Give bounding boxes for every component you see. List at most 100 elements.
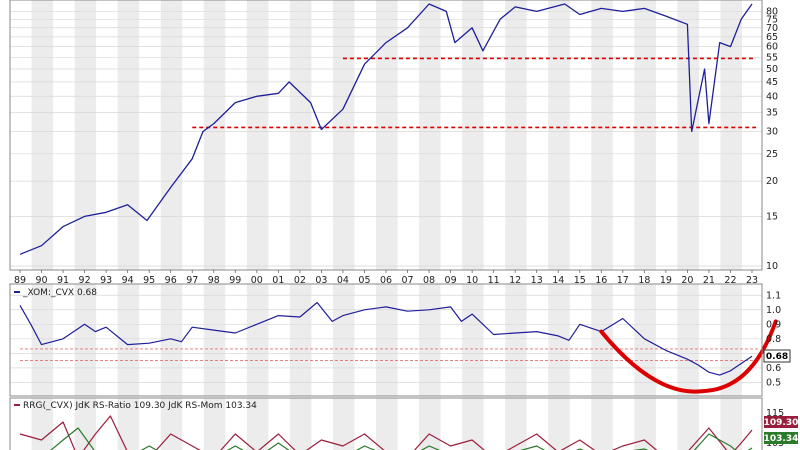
x-tick-label: 96: [165, 275, 177, 286]
year-band: [376, 398, 398, 450]
y-tick-label: 10: [766, 261, 778, 272]
year-bands: [31, 398, 742, 450]
x-tick-label: 10: [466, 275, 478, 286]
grid-lines: [10, 11, 762, 267]
reference-lines: [20, 348, 760, 362]
year-band: [289, 0, 312, 270]
y-tick-label: 70: [766, 23, 778, 34]
x-tick-label: 92: [79, 275, 91, 286]
ratio-panel: 0.50.60.70.80.91.01.1 _XOM:_CVX 0.68 0.6…: [9, 283, 791, 397]
year-band: [289, 398, 312, 450]
year-band: [31, 284, 54, 396]
rs-mom-line: [50, 427, 753, 450]
year-band: [720, 398, 742, 450]
y-tick-label: 45: [766, 77, 778, 88]
year-band: [419, 284, 441, 396]
year-band: [117, 284, 140, 396]
ratio-line: [19, 301, 753, 376]
y-tick-label: 15: [766, 211, 778, 222]
x-tick-label: 13: [531, 275, 543, 286]
x-tick-label: 04: [337, 275, 349, 286]
y-tick-label: 20: [766, 176, 778, 187]
y-tick-label: 0.9: [766, 319, 781, 330]
x-tick-label: 95: [143, 275, 155, 286]
year-band: [548, 398, 570, 450]
year-band: [117, 0, 140, 270]
rrg-plot-frame: [9, 397, 763, 450]
x-tick-label: 21: [703, 275, 715, 286]
x-tick-label: 90: [35, 275, 47, 286]
bottom-curve-annotation: [599, 319, 778, 394]
year-band: [332, 398, 355, 450]
x-tick-label: 17: [617, 275, 629, 286]
rrg-series: [19, 415, 753, 450]
year-band: [31, 398, 54, 450]
y-tick-label: 0.8: [766, 334, 781, 345]
rrg-ratio-badge-value: 109.30: [764, 418, 799, 428]
year-bands: [31, 284, 742, 396]
y-tick-label: 0.6: [766, 363, 781, 374]
rrg-legend-label: RRG(_CVX) JdK RS-Ratio 109.30 JdK RS-Mom…: [23, 401, 257, 411]
year-band: [74, 284, 97, 396]
year-band: [505, 0, 527, 270]
year-band: [117, 398, 140, 450]
year-band: [203, 0, 226, 270]
year-band: [203, 284, 226, 396]
y-tick-label: 115: [766, 408, 784, 419]
year-band: [289, 284, 312, 396]
rrg-ratio-badge-box: [764, 416, 798, 428]
support-lines: [192, 57, 756, 129]
ratio-series: [19, 301, 753, 376]
y-tick-label: 1.1: [766, 290, 781, 301]
rrg-mom-badge-box: [764, 432, 798, 444]
x-tick-label: 07: [401, 275, 413, 286]
y-tick-label: 30: [766, 127, 778, 138]
rrg-ratio-badge: 109.30: [764, 416, 799, 428]
year-band: [505, 398, 527, 450]
rs-ratio-line: [19, 415, 753, 450]
ratio-last-value-badge: 0.68: [763, 349, 791, 363]
year-band: [419, 0, 441, 270]
year-band: [332, 0, 355, 270]
year-band: [246, 284, 269, 396]
year-band: [505, 284, 527, 396]
ratio-legend: _XOM:_CVX 0.68: [14, 288, 97, 298]
year-band: [548, 0, 570, 270]
year-band: [462, 0, 484, 270]
x-tick-label: 12: [509, 275, 521, 286]
year-band: [203, 398, 226, 450]
year-band: [74, 398, 97, 450]
year-band: [634, 0, 656, 270]
year-band: [677, 0, 699, 270]
x-tick-label: 05: [358, 275, 370, 286]
year-axis-labels: 89 90 91 92 93 94 95 96 97 98 99 00 01 02 03 04 05 06 07 08…: [14, 270, 758, 286]
x-tick-label: 23: [746, 275, 758, 286]
price-series: [19, 3, 753, 255]
year-band: [246, 398, 269, 450]
rrg-mom-badge: 103.34: [764, 432, 799, 444]
ratio-badge-value: 0.68: [766, 352, 788, 362]
year-band: [31, 0, 54, 270]
x-tick-label: 93: [100, 275, 112, 286]
x-tick-label: 89: [14, 275, 26, 286]
x-tick-label: 11: [488, 275, 500, 286]
x-tick-label: 09: [445, 275, 457, 286]
y-tick-label: 65: [766, 32, 778, 43]
x-tick-label: 01: [272, 275, 284, 286]
x-tick-label: 97: [186, 275, 198, 286]
x-tick-label: 99: [229, 275, 241, 286]
price-line: [19, 3, 753, 255]
year-band: [677, 398, 699, 450]
x-tick-label: 00: [251, 275, 263, 286]
y-tick-label: 1.0: [766, 305, 781, 316]
rrg-mom-badge-value: 103.34: [764, 434, 799, 444]
rrg-legend: RRG(_CVX) JdK RS-Ratio 109.30 JdK RS-Mom…: [14, 401, 257, 411]
year-band: [246, 0, 269, 270]
year-band: [462, 398, 484, 450]
y-tick-label: 35: [766, 108, 778, 119]
ratio-axis-labels: 0.50.60.70.80.91.01.1: [766, 290, 781, 388]
year-band: [376, 284, 398, 396]
x-tick-label: 03: [315, 275, 327, 286]
